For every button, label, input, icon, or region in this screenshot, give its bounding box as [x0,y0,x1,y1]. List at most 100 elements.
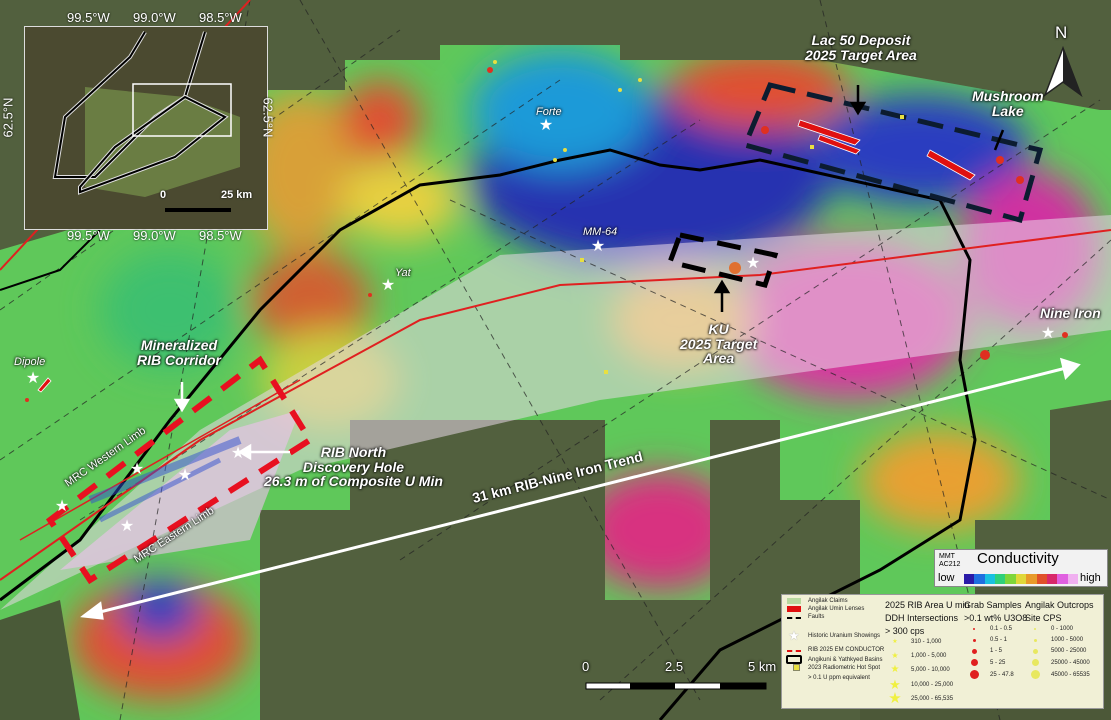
legend-label: > 0.1 U ppm equivalent [808,675,870,681]
legend-item: Angikuni & Yathkyed Basins [786,655,883,664]
inset-lat-right: 62.5°N [260,97,276,138]
label-corridor: Mineralized RIB Corridor [137,337,221,368]
legend-range: 45000 - 65535 [1051,671,1090,678]
legend-dot-icon [964,659,984,666]
legend-claims-icon [786,598,802,604]
inset-extent-box [132,83,232,137]
label-nine-iron: Nine Iron [1040,305,1101,321]
grab-title: Grab Samples [964,600,1022,610]
legend-dot-icon [964,638,984,642]
ku-target-box [666,232,779,288]
legend-label: Angikuni & Yathkyed Basins [808,656,883,663]
legend-label: RIB 2025 EM CONDUCTOR [808,647,885,653]
legend-label: Historic Uranium Showings [808,633,881,639]
legend-grab-item: 0.5 - 1 [964,637,1007,643]
ddh-title: 2025 RIB Area U min [885,600,970,610]
legend-grab-item: 0.1 - 0.5 [964,626,1012,632]
star-icon: ★ [55,498,69,515]
colorbar-swatch [1046,574,1058,584]
trend-band [0,215,1111,610]
legend-range: 25000 - 45000 [1051,659,1090,666]
legend-dot-icon [964,628,984,630]
inset-top-tick: 98.5°W [199,10,242,25]
colorbar-ramp [964,574,1078,584]
legend-range: 1,000 - 5,000 [911,653,947,659]
label-yat: Yat [395,267,411,279]
ddh-subtitle: DDH Intersections [885,613,959,623]
colorbar-swatch [1057,574,1068,584]
conductivity-colorbar: MMT AC212 Conductivity low high [934,549,1108,587]
north-label: N [1055,23,1068,42]
umin-lenses [37,119,976,393]
inset-bottom-tick: 99.0°W [133,228,176,243]
map-legend: Angilak Claims Angilak Umin Lenses Faults ★… [781,594,1104,709]
legend-range: 310 - 1,000 [911,639,942,645]
legend-range: 0 - 1000 [1051,626,1074,632]
label-rib-north: RIB North Discovery Hole 26.3 m of Composi… [264,444,443,490]
legend-item: Angilak Umin Lenses [786,606,864,612]
legend-range: 5 - 25 [990,659,1006,666]
legend-ddh-item: ★ 25,000 - 65,535 [885,691,953,706]
legend-range: 5,000 - 10,000 [911,667,950,673]
legend-outcrops-item: 5000 - 25000 [1025,648,1086,654]
legend-range: 1 - 5 [990,648,1003,654]
legend-label: Faults [808,614,825,620]
legend-star-icon: ★ [788,628,800,643]
legend-star-icon: ★ [890,664,900,675]
sample-dots [25,60,1068,402]
star-icon: ★ [539,117,553,134]
legend-label: Angilak Umin Lenses [808,606,865,612]
outcrops-subtitle: Site CPS [1025,613,1062,623]
colorbar-swatch [1015,574,1027,584]
ddh-threshold: > 300 cps [885,626,925,636]
legend-item: RIB 2025 EM CONDUCTOR [786,647,884,653]
legend-ddh-item: ★ 310 - 1,000 [885,639,941,645]
legend-star-icon: ★ [889,677,901,692]
trend-arrow [80,357,1081,620]
colorbar-source: MMT AC212 [939,553,961,568]
inset-bottom-tick: 99.5°W [67,228,110,243]
legend-item: Angilak Claims [786,598,848,604]
label-mushroom-lake: Mushroom Lake [972,88,1044,119]
colorbar-swatch [984,574,996,584]
legend-label: Angilak Claims [808,598,848,604]
colorbar-swatch [1067,574,1078,584]
legend-dot-icon [964,670,984,679]
legend-dot-icon [1025,670,1045,679]
legend-range: 5000 - 25000 [1051,648,1087,654]
legend-dot-icon [1025,648,1045,654]
legend-range: 0.1 - 0.5 [990,626,1013,632]
label-lac50: Lac 50 Deposit 2025 Target Area [805,32,917,63]
legend-outcrops-item: 25000 - 45000 [1025,659,1090,666]
legend-item: Faults [786,614,824,620]
legend-ddh-item: ★ 5,000 - 10,000 [885,665,950,675]
star-icon: ★ [746,255,760,272]
legend-outcrops-item: 1000 - 5000 [1025,637,1083,643]
inset-top-tick: 99.5°W [67,10,110,25]
legend-item: > 0.1 U ppm equivalent [786,675,870,681]
legend-conductor-icon [786,648,802,652]
label-forte: Forte [536,106,562,118]
colorbar-swatch [964,574,975,584]
em-conductor [0,229,1111,581]
legend-outcrops-item: 0 - 1000 [1025,626,1073,632]
inset-scale-0: 0 [160,189,167,201]
inset-scale-25: 25 km [221,189,253,201]
label-dipole: Dipole [14,356,46,368]
historic-showings: ★ ★ ★ ★ ★ ★ ★ ★ ★ ★ ★ [26,117,1055,535]
colorbar-high: high [1080,572,1101,584]
label-mm64: MM-64 [583,226,618,238]
scale-label-mid: 2.5 [665,659,684,674]
legend-star-icon: ★ [892,639,898,645]
legend-label: 2023 Radiometric Hot Spot [808,664,881,671]
legend-item: ★ Historic Uranium Showings [786,628,880,644]
colorbar-swatch [995,574,1006,584]
legend-dot-icon [1025,659,1045,666]
legend-item: 2023 Radiometric Hot Spot [786,664,880,671]
scale-label-0: 0 [582,659,590,674]
star-icon: ★ [178,467,192,484]
label-ku: KU 2025 Target Area [680,321,758,367]
legend-dot-icon [1025,628,1045,630]
